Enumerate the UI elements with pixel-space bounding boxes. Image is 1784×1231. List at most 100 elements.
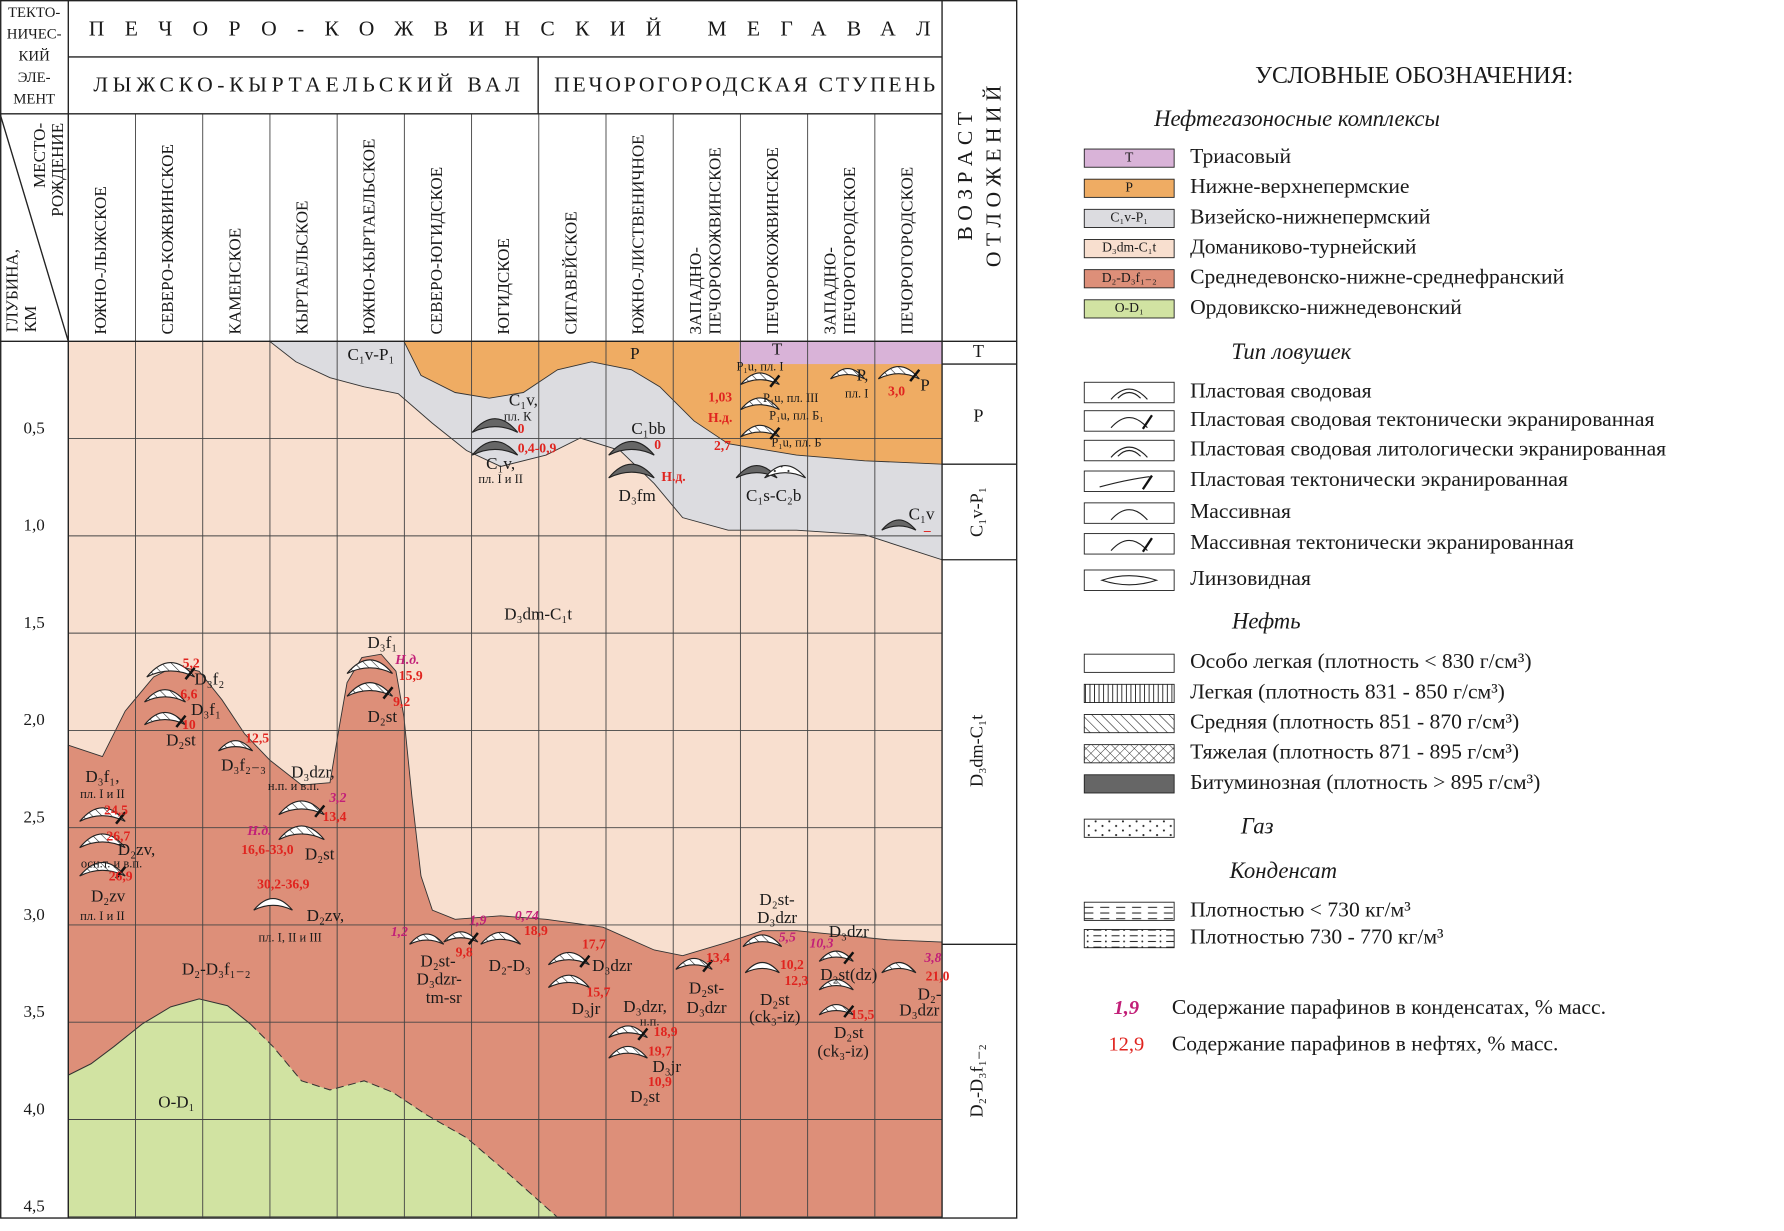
trap-dome: [346, 682, 393, 697]
depth-label: 1,0: [24, 516, 45, 535]
trap-dome: [79, 861, 126, 877]
trap-dome: [547, 974, 590, 989]
field-name: ЮЖНО-ЛЫЖСКОЕ: [91, 186, 110, 334]
section-label: D₃fm: [619, 486, 656, 505]
grid: 0,5 1,0 1,5 2,0 2,5 3,0 3,5 4,0 4,5: [0, 0, 1018, 1219]
legend-text: Триасовый: [1190, 144, 1291, 168]
trap-fault: [579, 954, 591, 968]
section-label: 3,0: [888, 384, 905, 399]
legend-swatch: [1083, 533, 1175, 555]
trap-bitumen: [471, 440, 519, 456]
depth-label: 4,0: [24, 1099, 45, 1118]
legend-text: Ордовикско-нижнедевонский: [1190, 295, 1462, 319]
section-label: D₃dzr-: [417, 970, 463, 989]
section-label: 0: [654, 437, 661, 452]
section-label: 26,7: [106, 828, 130, 843]
section-label: 0,74: [515, 908, 539, 923]
field-name: ПЕЧОРОКОЖВИНСКОЕ: [763, 147, 782, 334]
section-label: 19,7: [648, 1044, 672, 1059]
section-label: T: [772, 339, 783, 358]
section-label: D₂st: [834, 1023, 864, 1042]
section-label: D₂st-: [420, 951, 456, 970]
age-label: D₃dm-C₁t: [967, 715, 987, 787]
legend-code: O-D₁: [1115, 300, 1144, 315]
section-label: P: [630, 344, 639, 363]
trap-symbols: [79, 366, 921, 1059]
section-label: D₃f₁: [191, 700, 221, 719]
tectonic-element-header: МЕНТ: [13, 92, 55, 108]
section-label: (ck₃-iz): [817, 1041, 868, 1060]
trap-bitumen: [735, 464, 778, 479]
age-header: В О З Р А С Т: [953, 112, 977, 241]
legend-text: Плотностью < 730 кг/м³: [1190, 897, 1411, 921]
age-label: T: [973, 341, 984, 361]
section-label: 1,03: [708, 389, 732, 404]
field-name: ПЕЧОРОГОРОДСКОЕ: [840, 167, 859, 335]
section-label: D₃jr: [652, 1057, 681, 1076]
section-label: C₁s-C₂b: [746, 486, 801, 505]
trap-fault: [115, 811, 127, 825]
section-label: P₁u, пл. III: [763, 391, 818, 405]
section-label: 10,2: [780, 957, 804, 972]
trap-fault: [637, 1027, 649, 1041]
tectonic-element-header: ЭЛЕ-: [18, 70, 51, 86]
legend-swatch: [1083, 744, 1175, 764]
legend-swatch: [1083, 569, 1175, 591]
section-label: –: [923, 522, 931, 537]
section-label: 10: [182, 717, 196, 732]
section-label: P₁u, пл. Б: [771, 436, 821, 450]
legend-text: Тяжелая (плотность 871 - 895 г/см³): [1190, 740, 1519, 764]
age-header: О Т Л О Ж Е Н И Й: [981, 86, 1005, 268]
section-label: D₃dzr: [687, 998, 727, 1017]
depth-label: 3,0: [24, 905, 45, 924]
trap-dome: [146, 662, 196, 678]
legend-sample: 12,9: [1108, 1033, 1144, 1055]
trap-fault: [702, 959, 714, 973]
legend-sample: 1,9: [1114, 997, 1140, 1019]
legend-text: Пластовая сводовая: [1190, 378, 1372, 402]
legend-code: C₁v-P₁: [1110, 210, 1148, 225]
trap-dome: [675, 957, 713, 970]
section-label: 9,8: [456, 945, 473, 960]
section-label: C₁v-P₁: [347, 345, 394, 364]
section-label: 12,5: [245, 731, 269, 746]
legend-text: Содержание парафинов в конденсатах, % ма…: [1172, 995, 1606, 1019]
section-label: 17,7: [582, 937, 606, 952]
section-label: 2,7: [714, 438, 731, 453]
section-label: D₃dm-C₁t: [504, 604, 572, 623]
swell-title: ПЕЧОРОГОРОДСКАЯ СТУПЕНЬ: [554, 72, 935, 96]
section-label: D₂st-: [689, 979, 725, 998]
field-name: ЗАПАДНО-: [820, 247, 839, 335]
legend-fault: [1141, 537, 1153, 553]
section-label: D₃f₂: [194, 669, 224, 688]
field-name: КАМЕНСКОЕ: [225, 228, 244, 335]
section-label: Н.д.: [708, 410, 732, 425]
section-label: P,: [856, 366, 868, 385]
section-label: D₃dzr: [757, 908, 797, 927]
section-label: D₃f₁: [367, 633, 397, 652]
section-label: 15,9: [399, 668, 423, 683]
legend-code: D₂-D₃f₁₋₂: [1102, 270, 1157, 285]
legend-text: Доманиково-турнейский: [1190, 235, 1417, 259]
section-label: D₃dzr,: [623, 997, 667, 1016]
trap-fault: [382, 686, 394, 700]
section-label: (ck₃-iz): [749, 1007, 800, 1026]
legend-swatch: [1083, 269, 1175, 289]
swell-title: ЛЫЖСКО-КЫРТАЕЛЬСКИЙ ВАЛ: [93, 72, 520, 96]
depth-header: ГЛУБИНА,: [3, 249, 22, 332]
section-label: пл. I и II: [478, 472, 523, 486]
legend-section-title: Нефть: [1231, 609, 1301, 634]
section-label: D₂st: [166, 731, 196, 750]
depth-header: КМ: [21, 306, 40, 333]
trap-fault: [184, 667, 196, 680]
field-name: ЮГИДСКОЕ: [494, 238, 513, 334]
section-label: пл. I, II и III: [258, 930, 321, 944]
legend: УСЛОВНЫЕ ОБОЗНАЧЕНИЯ: Нефтегазоносные ком…: [1083, 63, 1666, 1056]
trap-dome: [744, 961, 780, 974]
tectonic-element-header: ТЕКТО-: [8, 5, 60, 21]
trap-fault: [769, 374, 781, 388]
trap-fault: [909, 368, 921, 382]
table-rule: [0, 113, 69, 342]
trap-dome: [346, 659, 393, 675]
